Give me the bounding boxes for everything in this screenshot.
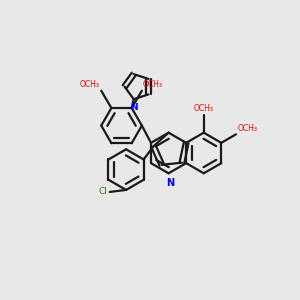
Text: OCH₃: OCH₃ [143,80,163,89]
Text: N: N [166,178,174,188]
Text: OCH₃: OCH₃ [238,124,258,133]
Text: OCH₃: OCH₃ [194,104,214,113]
Text: OCH₃: OCH₃ [80,80,100,89]
Text: Cl: Cl [99,188,107,196]
Text: N: N [130,103,137,112]
